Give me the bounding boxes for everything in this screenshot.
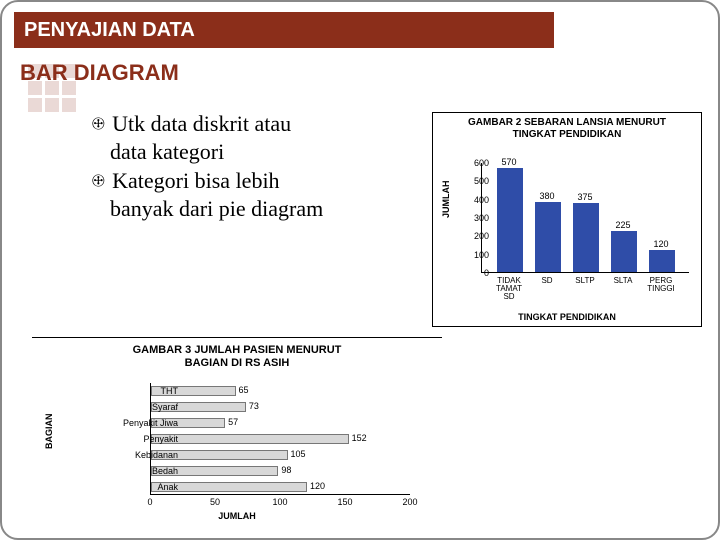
header-band: PENYAJIAN DATA [14,12,554,48]
chart3-xtick: 50 [210,497,220,507]
bullet-text: Utk data diskrit atau [112,111,291,136]
chart3-category-label: Kebidanan [135,450,178,460]
chart2-xlabel-cat: TIDAK TAMAT SD [491,277,527,301]
chart3-value-label: 120 [310,481,325,491]
chart3-category-label: Bedah [152,466,178,476]
chart3-value-label: 73 [249,401,259,411]
bullet-list: Utk data diskrit atau data kategori Kate… [92,110,382,224]
chart3-category-label: THT [161,386,179,396]
chart2-ytick: 600 [474,158,489,168]
chart2-xlabel-cat: SLTP [567,277,603,285]
chart3-value-label: 105 [291,449,306,459]
chart-vertical-bar: GAMBAR 2 SEBARAN LANSIA MENURUT TINGKAT … [432,112,702,327]
chart3-category-label: Anak [157,482,178,492]
chart2-xlabel-cat: SLTA [605,277,641,285]
chart-horizontal-bar: GAMBAR 3 JUMLAH PASIEN MENURUT BAGIAN DI… [32,337,442,527]
chart2-bar [649,250,675,272]
chart2-title: GAMBAR 2 SEBARAN LANSIA MENURUT TINGKAT … [433,117,701,141]
chart2-value-label: 120 [653,239,668,249]
chart2-bar [535,202,561,272]
chart2-xlabel: TINGKAT PENDIDIKAN [433,312,701,322]
chart2-ytick: 200 [474,231,489,241]
chart3-value-label: 98 [281,465,291,475]
chart2-value-label: 380 [539,191,554,201]
chart2-bar [611,231,637,272]
chart3-title-line2: BAGIAN DI RS ASIH [185,357,290,369]
chart3-value-label: 65 [239,385,249,395]
bullet-text: banyak dari pie diagram [110,195,382,223]
chart3-value-label: 57 [228,417,238,427]
chart3-title-line1: GAMBAR 3 JUMLAH PASIEN MENURUT [133,344,342,356]
chart2-xlabel-cat: SD [529,277,565,285]
page-subtitle: BAR DIAGRAM [20,60,179,86]
bullet-text: Kategori bisa lebih [112,168,279,193]
bullet-item: Utk data diskrit atau data kategori [92,110,382,165]
chart3-xlabel: JUMLAH [32,511,442,521]
chart3-bar [151,434,349,444]
header-title: PENYAJIAN DATA [24,19,195,42]
chart3-category-label: Penyakit Jiwa [123,418,178,428]
chart3-category-label: Syaraf [152,402,178,412]
chart2-bar [497,168,523,273]
chart3-value-label: 152 [352,433,367,443]
chart2-ytick: 0 [484,268,489,278]
chart2-value-label: 225 [615,220,630,230]
chart2-title-line1: GAMBAR 2 SEBARAN LANSIA MENURUT [468,117,666,128]
divider [32,337,442,338]
chart2-value-label: 570 [501,157,516,167]
chart2-ytick: 500 [474,176,489,186]
chart2-ylabel: JUMLAH [441,181,451,219]
bullet-text: data kategori [110,138,382,166]
chart2-title-line2: TINGKAT PENDIDIKAN [513,129,622,140]
chart3-plot [150,383,410,495]
chart3-xtick: 150 [337,497,352,507]
chart3-category-label: Penyakit [143,434,178,444]
chart2-bar [573,203,599,272]
chart3-xtick: 100 [272,497,287,507]
chart2-ytick: 400 [474,195,489,205]
bullet-item: Kategori bisa lebih banyak dari pie diag… [92,167,382,222]
chart3-xtick: 200 [402,497,417,507]
chart3-xtick: 0 [147,497,152,507]
chart2-ytick: 100 [474,250,489,260]
chart2-xlabel-cat: PERG TINGGI [643,277,679,293]
chart3-title: GAMBAR 3 JUMLAH PASIEN MENURUT BAGIAN DI… [32,344,442,370]
chart2-ytick: 300 [474,213,489,223]
chart2-plot [481,163,689,273]
chart2-value-label: 375 [577,192,592,202]
chart3-ylabel: BAGIAN [44,414,54,450]
